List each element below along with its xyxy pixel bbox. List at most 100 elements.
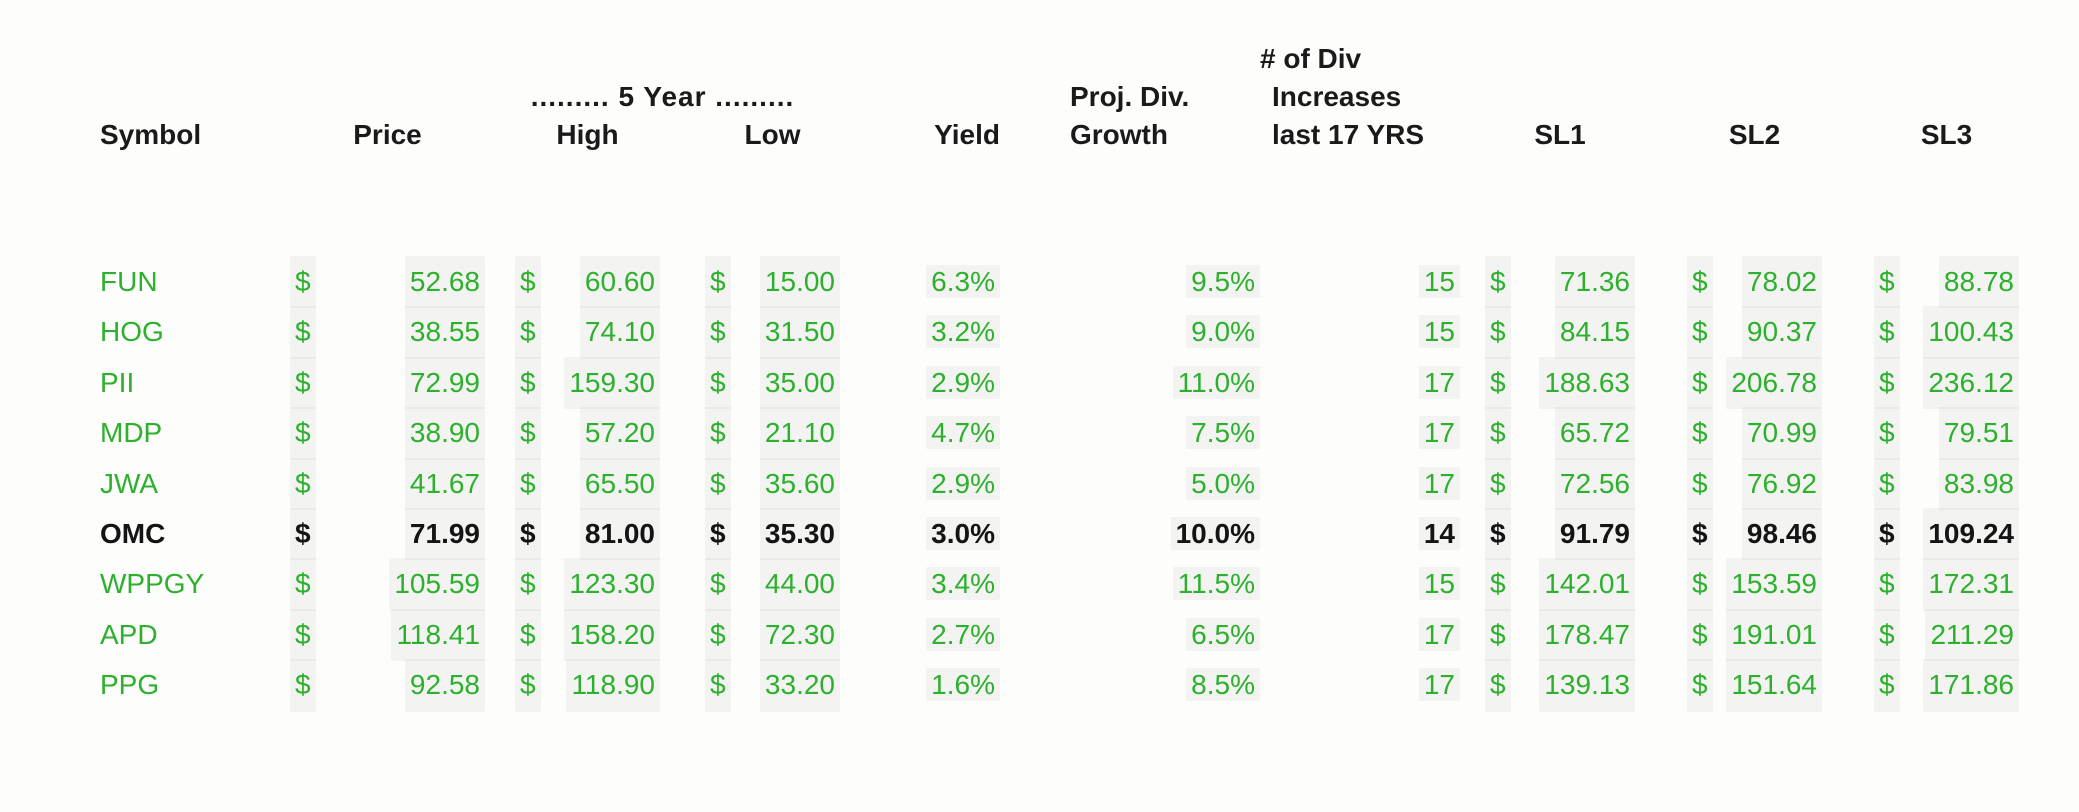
growth-value: 9.0% bbox=[1186, 315, 1260, 349]
cell-low: $ 35.60 bbox=[660, 457, 840, 510]
dollar-sign: $ bbox=[290, 407, 316, 460]
table-row: PII $ 72.99 $ 159.30 $ 35.00 2.9% 11.0% … bbox=[100, 356, 2079, 410]
yield-value: 2.9% bbox=[926, 466, 1000, 500]
cell-growth: 8.5% bbox=[1000, 660, 1260, 710]
cell-yield: 3.2% bbox=[840, 307, 1000, 357]
cell-high: $ 158.20 bbox=[485, 608, 660, 662]
cell-div-increases: 17 bbox=[1260, 408, 1460, 458]
dollar-sign: $ bbox=[290, 457, 316, 510]
cell-price: $ 71.99 bbox=[290, 507, 485, 561]
cell-sl2: $ 191.01 bbox=[1635, 608, 1822, 662]
cell-price: $ 38.55 bbox=[290, 306, 485, 359]
cell-growth: 9.5% bbox=[1000, 257, 1260, 307]
increases-value: 17 bbox=[1418, 668, 1460, 702]
low-value: 35.30 bbox=[759, 507, 840, 561]
header-body-gap bbox=[100, 154, 2079, 256]
cell-div-increases: 17 bbox=[1260, 358, 1460, 408]
increases-value: 17 bbox=[1418, 466, 1460, 500]
sl3-value: 83.98 bbox=[1938, 457, 2019, 510]
dollar-sign: $ bbox=[515, 608, 541, 662]
cell-low: $ 44.00 bbox=[660, 558, 840, 611]
cell-low: $ 72.30 bbox=[660, 608, 840, 662]
sl1-value: 71.36 bbox=[1554, 256, 1635, 309]
cell-symbol: JWA bbox=[100, 467, 159, 499]
cell-yield: 3.0% bbox=[840, 509, 1000, 559]
growth-value: 5.0% bbox=[1186, 466, 1260, 500]
cell-low: $ 31.50 bbox=[660, 306, 840, 359]
dollar-sign: $ bbox=[1874, 356, 1900, 410]
sl1-value: 72.56 bbox=[1554, 457, 1635, 510]
dollar-sign: $ bbox=[705, 306, 731, 359]
dollar-sign: $ bbox=[705, 608, 731, 662]
header-sl3: SL3 bbox=[1920, 119, 1973, 150]
growth-value: 9.5% bbox=[1186, 265, 1260, 298]
cell-sl1: $ 139.13 bbox=[1460, 659, 1635, 712]
cell-symbol: PII bbox=[100, 366, 135, 398]
high-value: 60.60 bbox=[579, 256, 660, 309]
yield-value: 3.2% bbox=[926, 315, 1000, 349]
cell-low: $ 15.00 bbox=[660, 256, 840, 309]
cell-sl3: $ 109.24 bbox=[1822, 507, 2019, 561]
dollar-sign: $ bbox=[1485, 306, 1511, 359]
cell-div-increases: 17 bbox=[1260, 610, 1460, 660]
yield-value: 3.4% bbox=[926, 567, 1000, 601]
low-value: 33.20 bbox=[759, 659, 840, 712]
dollar-sign: $ bbox=[290, 507, 316, 561]
price-value: 38.55 bbox=[404, 306, 485, 359]
cell-sl2: $ 98.46 bbox=[1635, 507, 1822, 561]
header-five-year-group: ......... 5 Year ......... bbox=[530, 81, 795, 112]
cell-symbol: WPPGY bbox=[100, 568, 205, 600]
header-row-1: # of Div bbox=[100, 40, 2079, 78]
header-price: Price bbox=[353, 119, 422, 150]
header-growth: Growth bbox=[1070, 119, 1168, 150]
cell-div-increases: 17 bbox=[1260, 660, 1460, 710]
header-yield: Yield bbox=[934, 119, 1000, 150]
low-value: 31.50 bbox=[759, 306, 840, 359]
cell-growth: 11.5% bbox=[1000, 559, 1260, 609]
low-value: 35.00 bbox=[759, 356, 840, 410]
dollar-sign: $ bbox=[1485, 256, 1511, 309]
sl3-value: 88.78 bbox=[1938, 256, 2019, 309]
sl3-value: 211.29 bbox=[1925, 608, 2019, 662]
cell-sl1: $ 142.01 bbox=[1460, 558, 1635, 611]
low-value: 35.60 bbox=[759, 457, 840, 510]
header-sl1: SL1 bbox=[1534, 119, 1586, 150]
cell-sl3: $ 172.31 bbox=[1822, 558, 2019, 611]
cell-low: $ 35.00 bbox=[660, 356, 840, 410]
dollar-sign: $ bbox=[290, 608, 316, 662]
cell-price: $ 118.41 bbox=[290, 608, 485, 662]
growth-value: 11.0% bbox=[1172, 365, 1260, 399]
cell-symbol: OMC bbox=[100, 517, 166, 549]
cell-div-increases: 15 bbox=[1260, 559, 1460, 609]
dollar-sign: $ bbox=[1687, 407, 1713, 460]
low-value: 15.00 bbox=[759, 256, 840, 309]
sl1-value: 84.15 bbox=[1554, 306, 1635, 359]
dollar-sign: $ bbox=[1485, 457, 1511, 510]
cell-price: $ 52.68 bbox=[290, 256, 485, 309]
cell-sl1: $ 178.47 bbox=[1460, 608, 1635, 662]
cell-div-increases: 17 bbox=[1260, 459, 1460, 509]
table-row: FUN $ 52.68 $ 60.60 $ 15.00 6.3% 9.5% 15… bbox=[100, 256, 2079, 309]
high-value: 74.10 bbox=[579, 306, 660, 359]
header-row-3: Symbol Price High Low Yield Growth last … bbox=[100, 116, 2079, 154]
header-row-2: ......... 5 Year ......... Proj. Div. In… bbox=[100, 78, 2079, 116]
sl3-value: 236.12 bbox=[1923, 356, 2019, 410]
cell-low: $ 35.30 bbox=[660, 507, 840, 561]
price-value: 72.99 bbox=[404, 356, 485, 410]
dollar-sign: $ bbox=[1687, 507, 1713, 561]
high-value: 65.50 bbox=[579, 457, 660, 510]
sl2-value: 206.78 bbox=[1726, 356, 1822, 410]
cell-high: $ 74.10 bbox=[485, 306, 660, 359]
sl3-value: 109.24 bbox=[1923, 507, 2019, 561]
sl3-value: 172.31 bbox=[1923, 558, 2019, 611]
cell-sl3: $ 211.29 bbox=[1822, 608, 2019, 662]
header-low: Low bbox=[744, 119, 801, 150]
header-div-increases-line3: last 17 YRS bbox=[1272, 119, 1425, 150]
cell-growth: 7.5% bbox=[1000, 408, 1260, 458]
cell-high: $ 159.30 bbox=[485, 356, 660, 410]
cell-yield: 2.7% bbox=[840, 610, 1000, 660]
high-value: 81.00 bbox=[579, 507, 660, 561]
table-row: OMC $ 71.99 $ 81.00 $ 35.30 3.0% 10.0% 1… bbox=[100, 507, 2079, 561]
sl2-value: 70.99 bbox=[1741, 407, 1822, 460]
cell-low: $ 33.20 bbox=[660, 659, 840, 712]
